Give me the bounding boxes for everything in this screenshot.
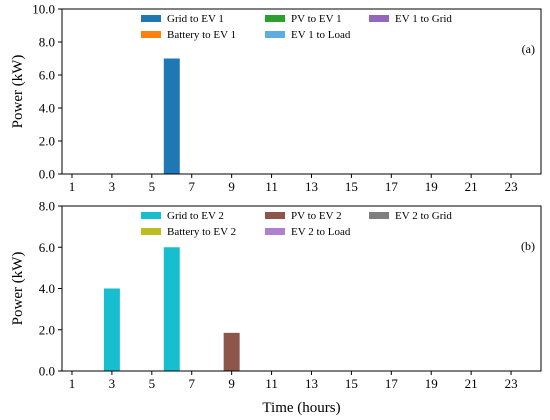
x-tick-label: 5	[149, 376, 156, 391]
legend-swatch	[369, 212, 389, 219]
y-tick-label: 2.0	[39, 322, 55, 337]
x-tick-label: 23	[505, 179, 518, 194]
x-tick-label: 17	[385, 376, 399, 391]
y-tick-label: 0.0	[39, 364, 55, 379]
y-tick-label: 8.0	[39, 35, 55, 50]
y-tick-label: 0.0	[39, 167, 55, 182]
y-axis-a: 0.0 2.0 4.0 6.0 8.0 10.0	[32, 2, 62, 182]
x-tick-label: 21	[465, 376, 478, 391]
bar-b-series-0-x-3	[103, 288, 120, 371]
legend-label: Grid to EV 2	[167, 210, 224, 222]
y-axis-b: 0.0 2.0 4.0 6.0 8.0	[39, 199, 62, 379]
legend-label: PV to EV 1	[291, 13, 342, 25]
x-tick-label: 23	[505, 376, 518, 391]
x-tick-label: 1	[69, 179, 76, 194]
y-axis-label-a: Power (kW)	[10, 55, 26, 129]
x-tick-label: 19	[425, 179, 438, 194]
legend-label: PV to EV 2	[291, 210, 342, 222]
panel-b: 0.02.04.06.08.0 1 3 5 7 9 11 13 15 17 19 21 23 Powe…	[10, 199, 542, 391]
legend-swatch	[265, 228, 285, 235]
x-tick-label: 11	[265, 376, 278, 391]
x-tick-label: 1	[69, 376, 76, 391]
bars-b	[103, 247, 240, 371]
panel-label-a: (a)	[522, 42, 535, 56]
legend-label: EV 1 to Grid	[395, 13, 452, 25]
y-tick-label: 4.0	[39, 281, 55, 296]
x-axis-label: Time (hours)	[262, 400, 340, 416]
x-tick-label: 15	[345, 376, 358, 391]
x-tick-label: 7	[188, 179, 195, 194]
legend-label: EV 2 to Load	[291, 226, 351, 238]
plot-frame-a	[61, 8, 542, 175]
legend-label: EV 1 to Load	[291, 29, 351, 41]
legend-swatch	[141, 228, 161, 235]
legend-a: Grid to EV 1 Battery to EV 1 PV to EV 1 EV …	[141, 13, 452, 41]
x-tick-label: 19	[425, 376, 438, 391]
y-tick-label: 8.0	[39, 199, 55, 214]
y-axis-label-b: Power (kW)	[10, 252, 26, 326]
x-tick-label: 7	[188, 376, 195, 391]
x-tick-label: 13	[305, 376, 318, 391]
y-tick-label: 2.0	[39, 134, 55, 149]
panel-a: 0.02.04.06.08.010.0 1 3 5 7 9 11 13 15 17 19 21 23 …	[10, 2, 542, 194]
bar-b-series-2-x-9	[223, 332, 240, 371]
bar-a-series-0-x-6	[163, 58, 180, 174]
x-tick-label: 5	[149, 179, 156, 194]
x-tick-label: 9	[228, 376, 235, 391]
x-tick-label: 15	[345, 179, 358, 194]
x-tick-label: 3	[109, 376, 116, 391]
legend-b: Grid to EV 2 Battery to EV 2 PV to EV 2 EV …	[141, 210, 452, 238]
legend-swatch	[265, 31, 285, 38]
x-tick-label: 9	[228, 179, 235, 194]
x-tick-label: 3	[109, 179, 116, 194]
x-tick-label: 21	[465, 179, 478, 194]
x-axis-a: 1 3 5 7 9 11 13 15 17 19 21 23	[69, 174, 518, 194]
x-tick-label: 11	[265, 179, 278, 194]
legend-label: Grid to EV 1	[167, 13, 224, 25]
y-tick-label: 6.0	[39, 240, 55, 255]
legend-label: Battery to EV 1	[167, 29, 236, 41]
legend-swatch	[141, 31, 161, 38]
legend-label: EV 2 to Grid	[395, 210, 452, 222]
y-tick-label: 10.0	[32, 2, 55, 17]
bars-a	[163, 58, 180, 174]
bar-b-series-0-x-6	[163, 247, 180, 371]
legend-label: Battery to EV 2	[167, 226, 236, 238]
legend-swatch	[141, 15, 161, 22]
x-tick-label: 17	[385, 179, 399, 194]
legend-swatch	[141, 212, 161, 219]
x-axis-b: 1 3 5 7 9 11 13 15 17 19 21 23	[69, 371, 518, 391]
legend-swatch	[369, 15, 389, 22]
y-tick-label: 6.0	[39, 68, 55, 83]
legend-swatch	[265, 15, 285, 22]
x-tick-label: 13	[305, 179, 318, 194]
panel-label-b: (b)	[521, 239, 535, 253]
y-tick-label: 4.0	[39, 101, 55, 116]
legend-swatch	[265, 212, 285, 219]
